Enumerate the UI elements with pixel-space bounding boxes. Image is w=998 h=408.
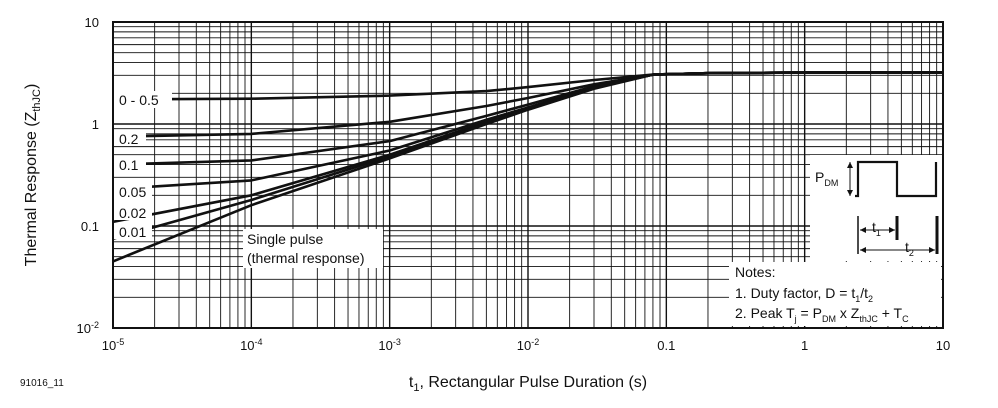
y-axis-title: Thermal Response (ZthJC) [23, 84, 43, 267]
curves [112, 71, 943, 263]
curve-label-0.2: 0.2 [119, 131, 139, 147]
curve-label-0.02: 0.02 [119, 205, 146, 221]
y-tick-label: 1 [92, 117, 99, 132]
curve-label-0.01: 0.01 [119, 224, 146, 240]
figure-id: 91016_11 [20, 378, 64, 389]
pulse-waveform [855, 160, 938, 198]
y-tick-label: 0.1 [81, 219, 99, 234]
series-line-1 [154, 71, 943, 101]
x-tick-labels: 10-5 10-4 10-3 10-2 0.1 1 10 [102, 337, 950, 353]
x-tick-label: 10-3 [378, 337, 400, 353]
notes: Notes: 1. Duty factor, D = t1/t2 2. Peak… [729, 262, 941, 326]
plot-frame [112, 21, 944, 329]
x-tick-label: 0.1 [657, 338, 675, 353]
single-pulse-label-sub: (thermal response) [247, 250, 365, 266]
x-axis-title: t1, Rectangular Pulse Duration (s) [409, 374, 647, 394]
t2-label: t2 [905, 239, 914, 258]
y-tick-label: 10-2 [77, 320, 99, 336]
curve-label-0-0.5: 0 - 0.5 [119, 92, 159, 108]
pulse-inset: PDM t1 t2 [810, 155, 942, 261]
curve-labels: 0 - 0.5 0.2 0.1 0.05 0.02 0.01 Single pu… [114, 91, 383, 268]
x-tick-label: 1 [801, 338, 808, 353]
notes-title: Notes: [735, 264, 775, 280]
y-tick-labels: 10-2 0.1 1 10 [77, 15, 99, 336]
x-tick-label: 10 [936, 338, 950, 353]
y-tick-label: 10 [85, 15, 99, 30]
notes-line-1: 1. Duty factor, D = t1/t2 [735, 285, 873, 304]
curve-label-0.1: 0.1 [119, 157, 139, 173]
x-tick-label: 10-5 [102, 337, 124, 353]
x-tick-label: 10-4 [240, 337, 262, 353]
series-line-7 [112, 71, 943, 263]
x-tick-label: 10-2 [517, 337, 539, 353]
t1-label: t1 [872, 219, 881, 238]
curve-label-0.05: 0.05 [119, 184, 146, 200]
single-pulse-label: Single pulse [247, 231, 323, 247]
